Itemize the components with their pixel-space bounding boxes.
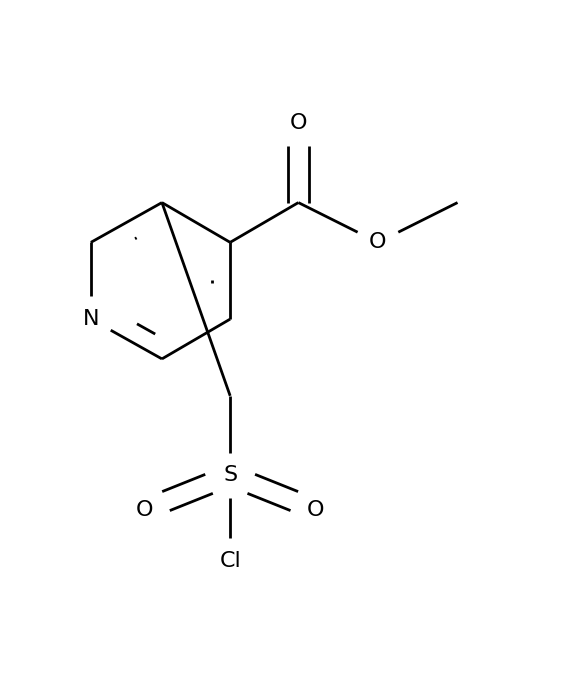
Text: S: S [223,465,237,485]
Text: Cl: Cl [219,551,241,571]
Text: O: O [369,233,387,252]
Text: O: O [136,500,154,519]
Text: N: N [83,309,99,329]
Text: O: O [290,113,307,133]
Text: O: O [307,500,324,519]
